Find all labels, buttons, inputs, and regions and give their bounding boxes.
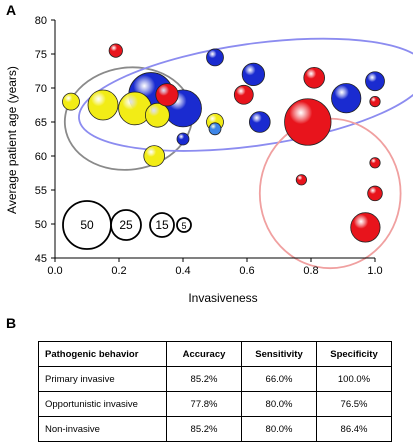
table-row: Opportunistic invasive 77.8% 80.0% 76.5%: [38, 391, 392, 417]
bubble-red: [155, 83, 179, 107]
bubble-blue: [176, 132, 190, 146]
y-tick-label: 65: [35, 117, 47, 129]
bubble-yellow: [62, 92, 80, 111]
table-cell: 76.5%: [316, 391, 392, 417]
x-tick-label: 1.0: [367, 265, 382, 277]
size-legend-circle: [110, 209, 142, 241]
bubble-yellow: [87, 89, 119, 121]
bubble-red: [369, 157, 381, 169]
y-tick-label: 60: [35, 151, 47, 163]
bubble-yellow: [143, 145, 165, 167]
size-legend-label: 15: [155, 218, 169, 232]
y-axis-label: Average patient age (years): [5, 66, 19, 214]
y-tick-label: 50: [35, 219, 47, 231]
x-tick-label: 0.2: [111, 265, 126, 277]
y-tick-label: 75: [35, 49, 47, 61]
x-tick-label: 0.4: [175, 265, 190, 277]
y-tick-label: 45: [35, 253, 47, 265]
y-tick-label: 80: [35, 15, 47, 27]
column-header: Sensitivity: [241, 341, 317, 367]
bubble-blue: [365, 71, 385, 92]
column-header: Accuracy: [166, 341, 242, 367]
y-tick-label: 55: [35, 185, 47, 197]
bubble-blue: [249, 111, 271, 133]
bubble-red: [350, 212, 381, 243]
table-cell: 100.0%: [316, 366, 392, 392]
size-legend-label: 5: [181, 221, 186, 231]
size-legend-label: 25: [119, 218, 133, 232]
bubble-chart: A 0.0 0.2 0.4 0.6 0.8 1.0 45 50 55 60 65 70 75 80 50 2…: [5, 2, 413, 305]
bubble-blue: [241, 62, 266, 87]
bubble-red: [367, 185, 383, 202]
table-cell: Primary invasive: [38, 366, 167, 392]
x-axis-label: Invasiveness: [188, 291, 257, 305]
bubble-blue: [331, 83, 362, 114]
bubble-red: [303, 67, 325, 89]
column-header: Specificity: [316, 341, 392, 367]
group-ellipse: [78, 37, 413, 152]
bubble-red: [369, 96, 381, 108]
table-cell: 80.0%: [241, 416, 317, 442]
bubble-lightblue: [208, 122, 222, 136]
chart-axes: 0.0 0.2 0.4 0.6 0.8 1.0 45 50 55 60 65 70 75 80: [35, 15, 383, 277]
size-legend-circle: [149, 212, 175, 238]
bubble-red: [284, 98, 332, 146]
size-legend: 50 25 15 5: [62, 200, 192, 250]
x-tick-label: 0.0: [47, 265, 62, 277]
panel-b-label: B: [6, 315, 17, 331]
metrics-table-container: Pathogenic behavior Accuracy Sensitivity…: [38, 341, 392, 442]
column-header: Pathogenic behavior: [38, 341, 167, 367]
table-cell: 85.2%: [166, 416, 242, 442]
bubble-blue: [206, 48, 224, 67]
bubble-red: [108, 43, 123, 58]
table-cell: 85.2%: [166, 366, 242, 392]
x-tick-label: 0.8: [303, 265, 318, 277]
bubble-red: [295, 174, 307, 186]
panel-a-label: A: [6, 2, 16, 18]
size-legend-circle: [176, 217, 192, 233]
table-cell: Opportunistic invasive: [38, 391, 167, 417]
bubble-yellow: [144, 102, 170, 128]
table-cell: 80.0%: [241, 391, 317, 417]
table-row: Primary invasive 85.2% 66.0% 100.0%: [38, 366, 392, 392]
table-header-row: Pathogenic behavior Accuracy Sensitivity…: [38, 341, 392, 367]
table-cell: 77.8%: [166, 391, 242, 417]
bubble-series: [62, 43, 385, 243]
bubble-red: [233, 84, 254, 105]
table-row: Non-invasive 85.2% 80.0% 86.4%: [38, 416, 392, 442]
metrics-table: Pathogenic behavior Accuracy Sensitivity…: [38, 341, 392, 442]
y-tick-label: 70: [35, 83, 47, 95]
x-tick-label: 0.6: [239, 265, 254, 277]
size-legend-label: 50: [80, 218, 94, 232]
table-cell: 66.0%: [241, 366, 317, 392]
table-cell: 86.4%: [316, 416, 392, 442]
table-cell: Non-invasive: [38, 416, 167, 442]
